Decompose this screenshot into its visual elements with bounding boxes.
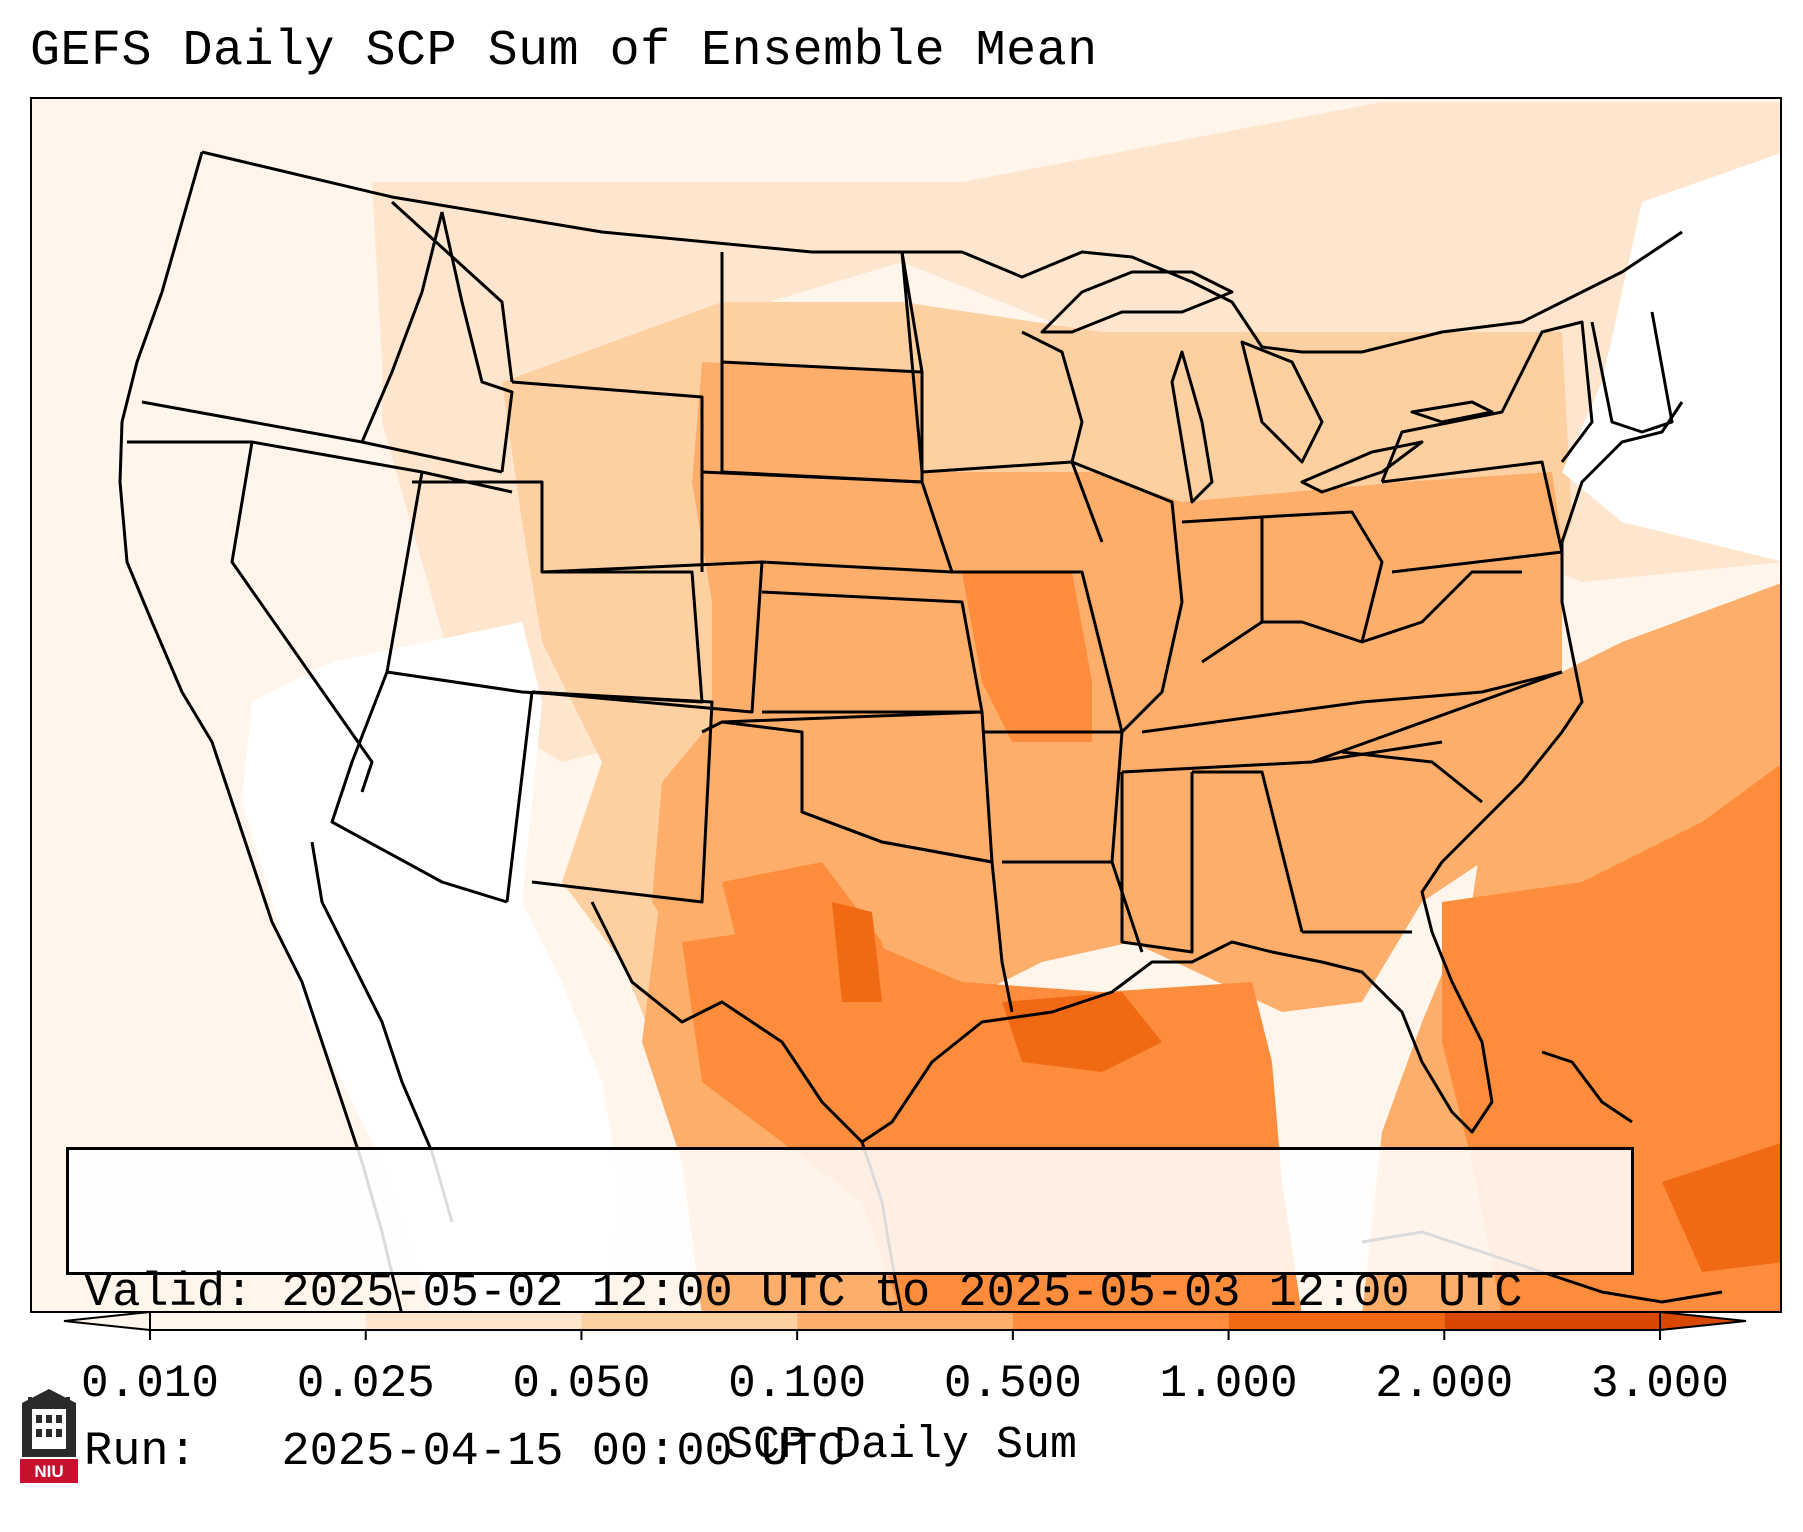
lake-ontario — [1410, 400, 1494, 424]
state-line-il — [1071, 460, 1184, 734]
state-line-ks — [761, 590, 984, 714]
state-line-al-ga — [1192, 770, 1304, 933]
state-line-oh — [1261, 510, 1384, 644]
run-value: 2025-04-15 00:00 UTC — [281, 1426, 846, 1479]
state-line-nd-sd — [721, 360, 923, 374]
lake-michigan — [1170, 350, 1214, 504]
colorbar-segment — [797, 1312, 1013, 1330]
niu-logo: NIU — [20, 1389, 78, 1483]
state-line-az-nm — [505, 691, 534, 903]
valid-run-info-box: Valid: 2025-05-02 12:00 UTC to 2025-05-0… — [66, 1147, 1634, 1479]
lake-superior — [1040, 270, 1234, 334]
colorbar-segment — [1228, 1312, 1445, 1330]
colorbar-tick-label: 0.025 — [296, 1358, 435, 1410]
shade-caribbean-vhigh — [1662, 1143, 1780, 1272]
colorbar-tick-label: 0.100 — [728, 1358, 867, 1410]
state-line-mt-wy — [390, 200, 514, 383]
colorbar-tick-label: 1.000 — [1159, 1358, 1298, 1410]
map-panel — [30, 97, 1782, 1313]
state-line-ut — [386, 480, 704, 704]
state-line-id-mt — [440, 211, 514, 473]
border-canada — [201, 150, 1683, 354]
state-line-wy — [511, 380, 704, 572]
run-row: Run: 2025-04-15 00:00 UTC — [84, 1426, 1631, 1479]
shade-plains-elevated — [652, 362, 1562, 1062]
colorbar-tick-label: 0.050 — [512, 1358, 651, 1410]
coast-gulf-west — [590, 901, 1273, 1144]
colorbar-tick-label: 0.010 — [80, 1358, 220, 1410]
state-line-co — [531, 560, 764, 714]
colorbar-segment — [1012, 1312, 1229, 1330]
colorbar-segment — [150, 1312, 366, 1330]
colorbar-extend-max — [1659, 1310, 1747, 1332]
state-line-nm — [531, 690, 714, 904]
state-line-ms-al — [1120, 772, 1194, 954]
state-line-in — [1181, 515, 1264, 664]
scp-map — [32, 99, 1780, 1311]
map-title: GEFS Daily SCP Sum of Ensemble Mean — [30, 23, 1098, 80]
colorbar-segment — [1444, 1312, 1660, 1330]
state-line-ga-sc — [1341, 750, 1483, 804]
colorbar-label: SCP Daily Sum — [725, 1420, 1078, 1471]
state-line-nv-ut — [385, 471, 424, 673]
state-line-mn — [900, 251, 924, 473]
colorbar-outline — [149, 1311, 1661, 1331]
niu-logo-text: NIU — [34, 1462, 63, 1481]
run-label: Run: — [84, 1426, 197, 1479]
colorbar-tick-label: 2.000 — [1375, 1358, 1514, 1410]
state-line-wi — [1021, 330, 1084, 463]
coast-pacific — [118, 151, 403, 1311]
shade-southwest-blank — [242, 622, 622, 1311]
state-line-or-id — [360, 211, 444, 443]
shade-missouri-high — [962, 572, 1092, 742]
state-line-ne — [701, 470, 954, 574]
colorbar-tick-label: 0.500 — [943, 1358, 1082, 1410]
boundaries — [118, 150, 1723, 1311]
colorbar-tick-label: 3.000 — [1590, 1358, 1730, 1410]
colorbar-segment — [365, 1312, 582, 1330]
state-line-nc — [1311, 670, 1563, 764]
state-line-va-wv — [1361, 570, 1522, 644]
state-line-la — [1002, 860, 1144, 953]
state-line-az — [330, 671, 508, 904]
coast-bahamas — [1541, 1050, 1633, 1124]
state-line-new-england — [1590, 311, 1674, 434]
university-tower-icon — [22, 1389, 76, 1457]
lake-erie — [1300, 440, 1424, 494]
shade-texas-vhigh — [832, 902, 882, 1002]
state-line-ky-tn — [1141, 670, 1563, 734]
shade-northeast-blank — [1562, 153, 1780, 562]
colorbar — [63, 1310, 1747, 1340]
state-line-tx — [701, 720, 1014, 1013]
state-line-pa — [1381, 460, 1564, 574]
lake-huron — [1240, 340, 1324, 464]
coast-florida — [1271, 401, 1684, 1134]
state-line-ny — [1380, 320, 1594, 483]
state-line-ca-nv — [230, 441, 374, 793]
colorbar-extend-min — [63, 1310, 151, 1332]
colorbar-segment — [581, 1312, 798, 1330]
